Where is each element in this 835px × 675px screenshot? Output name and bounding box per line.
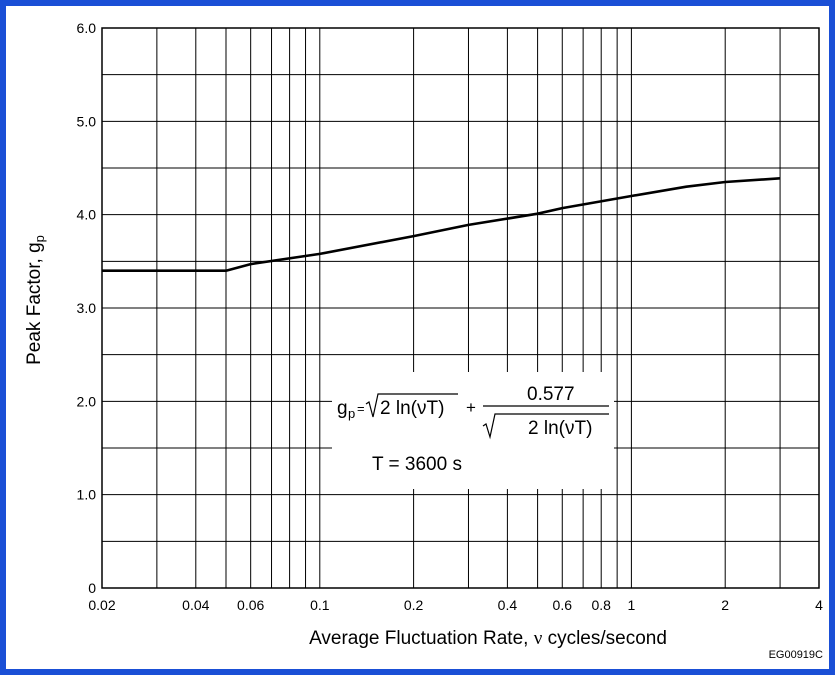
y-tick-label: 2.0 [77,393,97,409]
x-tick-label: 4 [815,597,823,613]
plot-border [101,27,820,589]
peak-factor-curve [102,177,781,273]
formula-background [332,372,614,489]
formula-numerator: 0.577 [527,384,575,405]
y-axis-title: Peak Factor, gp [24,235,47,365]
y-tick-label: 3.0 [77,300,97,316]
x-tick-label: 0.1 [310,597,330,613]
formula-sqrt-argument: 2 ln(νT) [380,398,444,419]
formula-equals: = [357,401,365,416]
y-tick-labels: 0 1.0 2.0 3.0 4.0 5.0 6.0 [77,20,97,596]
x-tick-label: 1 [627,597,635,613]
y-tick-label: 0 [88,580,96,596]
x-tick-labels: 0.02 0.04 0.06 0.1 0.2 0.4 0.6 0.8 1 2 4 [88,597,823,613]
x-tick-label: 0.6 [553,597,573,613]
x-tick-label: 2 [721,597,729,613]
formula-g: g [337,398,348,419]
x-tick-label: 0.8 [591,597,611,613]
x-tick-label: 0.06 [237,597,264,613]
grid [101,27,820,589]
y-tick-label: 1.0 [77,487,97,503]
x-tick-label: 0.4 [498,597,518,613]
y-tick-label: 4.0 [77,207,97,223]
x-tick-label: 0.2 [404,597,424,613]
figure-code: EG00919C [769,649,823,661]
x-tick-label: 0.04 [182,597,209,613]
y-tick-label: 6.0 [77,20,97,36]
formula-period: T = 3600 s [372,454,462,475]
formula-denominator-argument: 2 ln(νT) [528,418,592,439]
formula-sqrt-sign [365,393,458,418]
formula-annotation: g p = 2 ln(νT) + 0.577 2 ln(νT) T = 3600… [332,372,614,489]
formula-denominator-sqrt-sign [482,413,609,440]
x-axis-title: Average Fluctuation Rate, ν cycles/secon… [309,628,667,649]
formula-plus: + [466,398,476,417]
y-tick-label: 5.0 [77,113,97,129]
formula-g-subscript: p [348,406,355,421]
x-tick-label: 0.02 [88,597,115,613]
